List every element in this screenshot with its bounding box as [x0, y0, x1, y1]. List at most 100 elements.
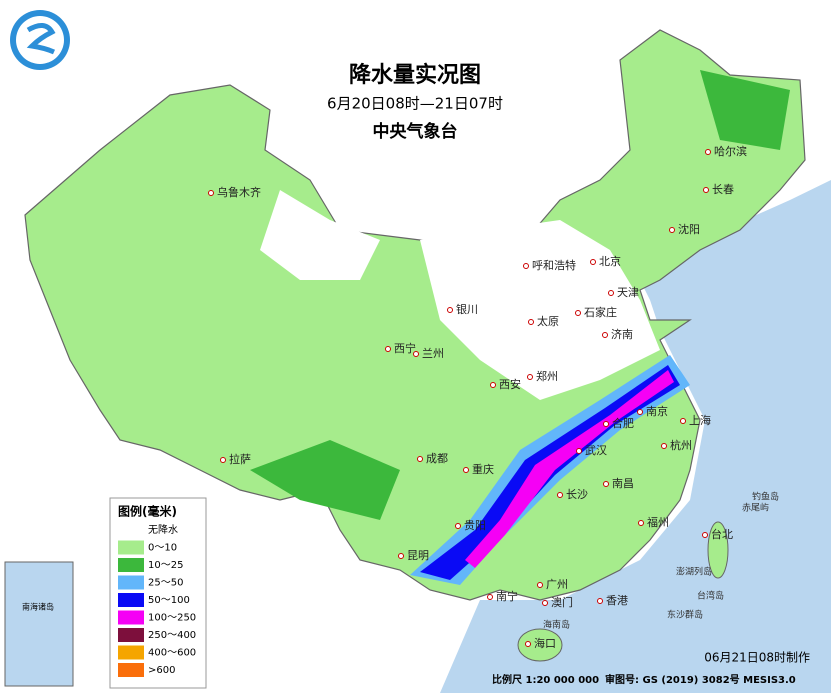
city-label: 南宁 [496, 589, 518, 603]
scale: 比例尺 1:20 000 000 [492, 673, 599, 686]
city-dot [603, 421, 609, 427]
city-label: 长沙 [566, 488, 588, 501]
city-dot [455, 523, 461, 529]
city-dot [542, 600, 548, 606]
city-dot [523, 263, 529, 269]
city-label: 广州 [546, 578, 568, 591]
city-dot [525, 641, 531, 647]
city-dot [661, 443, 667, 449]
city-label: 兰州 [422, 347, 444, 360]
city-label: 成都 [426, 452, 448, 465]
city-label: 南京 [646, 404, 668, 418]
city-dot [487, 594, 493, 600]
city-dot [208, 190, 214, 196]
rain-heavy [700, 70, 790, 150]
city-dot [490, 382, 496, 388]
legend-swatch [118, 575, 144, 590]
city-label: 杭州 [670, 438, 692, 452]
legend-label: 250～400 [148, 630, 196, 641]
title: 降水量实况图 [349, 62, 481, 88]
issuer: 中央气象台 [373, 121, 458, 142]
inset-label: 南海诸岛 [22, 602, 54, 612]
city-dot [385, 346, 391, 352]
city-dot [702, 532, 708, 538]
island-label: 澎湖列岛 [676, 566, 712, 578]
island-label: 东沙群岛 [667, 609, 703, 621]
island-label: 钓鱼岛 [752, 491, 779, 503]
city-label: 西宁 [394, 341, 416, 355]
city-dot [447, 307, 453, 313]
city-dot [528, 319, 534, 325]
period: 6月20日08时—21日07时 [327, 95, 503, 113]
city-label: 呼和浩特 [532, 258, 576, 272]
city-label: 石家庄 [584, 305, 617, 319]
city-dot [417, 456, 423, 462]
city-label: 武汉 [585, 444, 607, 457]
city-label: 长春 [712, 183, 734, 196]
city-label: 郑州 [536, 369, 558, 383]
city-label: 西安 [499, 377, 521, 391]
sea [440, 180, 831, 693]
dry-area [260, 190, 380, 280]
city-label: 重庆 [472, 462, 494, 476]
legend-swatch [118, 610, 144, 625]
city-label: 福州 [647, 515, 669, 529]
legend-label: 无降水 [148, 523, 178, 536]
legend-label: 50～100 [148, 595, 190, 606]
city-dot [527, 374, 533, 380]
city-label: 哈尔滨 [714, 144, 747, 158]
legend-label: 25～50 [148, 578, 183, 589]
city-label: 拉萨 [229, 452, 251, 466]
city-dot [537, 582, 543, 588]
city-dot [669, 227, 675, 233]
city-dot [705, 149, 711, 155]
city-label: 贵阳 [464, 519, 486, 532]
city-dot [602, 332, 608, 338]
city-dot [608, 290, 614, 296]
rain-band [465, 370, 674, 568]
island-label: 赤尾屿 [742, 503, 769, 514]
city-label: 台北 [711, 527, 733, 541]
city-dot [680, 418, 686, 424]
city-label: 太原 [537, 315, 559, 328]
city-label: 沈阳 [678, 222, 700, 236]
made-time: 06月21日08时制作 [704, 651, 810, 665]
taiwan [707, 521, 729, 579]
legend-label: 0～10 [148, 543, 177, 554]
city-dot [413, 351, 419, 357]
rain-heavy [250, 440, 400, 520]
city-dot [603, 481, 609, 487]
city-dot [557, 492, 563, 498]
legend-label: 400～600 [148, 648, 196, 659]
city-label: 北京 [599, 254, 621, 268]
city-dot [590, 259, 596, 265]
legend-swatch [118, 558, 144, 572]
city-dot [575, 310, 581, 316]
island-label: 台湾岛 [697, 590, 724, 602]
inset [4, 561, 74, 687]
city-dot [638, 520, 644, 526]
city-dot [463, 467, 469, 473]
city-dot [637, 409, 643, 415]
city-label: 上海 [689, 413, 711, 427]
legend-swatch [118, 593, 144, 607]
city-dot [597, 598, 603, 604]
legend-swatch [118, 628, 144, 642]
city-label: 合肥 [612, 416, 634, 430]
city-label: 昆明 [407, 549, 429, 562]
city-label: 天津 [617, 286, 639, 299]
city-label: 南昌 [612, 477, 634, 490]
legend-label: 100～250 [148, 613, 196, 624]
hainan [517, 628, 563, 662]
city-label: 乌鲁木齐 [217, 185, 261, 199]
legend-label: 10～25 [148, 560, 183, 571]
city-dot [576, 448, 582, 454]
city-label: 济南 [611, 327, 633, 341]
logo [10, 10, 70, 70]
legend-swatch [118, 645, 144, 660]
city-dot [703, 187, 709, 193]
legend-title: 图例(毫米) [118, 504, 177, 519]
dry-area [420, 220, 660, 400]
